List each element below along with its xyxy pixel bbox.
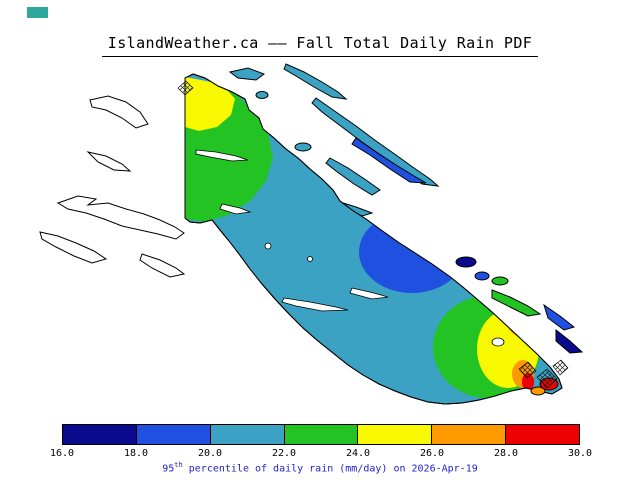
lake-north xyxy=(195,149,249,162)
colorbar-segment xyxy=(358,425,433,444)
contour-south-red-upper xyxy=(521,325,533,335)
colorbar-segment xyxy=(432,425,507,444)
corner-color-swatch xyxy=(27,7,48,18)
gulf-islet-green xyxy=(491,276,509,286)
west-coast-outline-group xyxy=(39,95,186,278)
lake-south xyxy=(491,337,505,347)
colorbar-segment xyxy=(136,425,211,444)
colorbar xyxy=(62,424,580,445)
coastal-islet-navy xyxy=(455,256,477,268)
colorbar-tick-label: 28.0 xyxy=(493,448,519,459)
contour-north-yellow xyxy=(185,77,235,131)
tip-islet-orange xyxy=(530,386,546,396)
figure-title-text: IslandWeather.ca —— Fall Total Daily Rai… xyxy=(101,34,539,57)
colorbar-ticks: 16.0 18.0 20.0 22.0 24.0 26.0 28.0 30.0 xyxy=(50,448,592,461)
mainland-islet-small xyxy=(228,67,266,81)
colorbar-tick-label: 22.0 xyxy=(271,448,297,459)
lake-dot-1 xyxy=(264,242,272,250)
colorbar-tick-label: 16.0 xyxy=(49,448,75,459)
gulf-island-navy xyxy=(555,328,584,354)
colorbar-segment xyxy=(63,425,137,444)
hatch-marks-group xyxy=(177,80,569,389)
caption-superscript: th xyxy=(174,461,183,469)
mainland-strip-upper xyxy=(283,63,348,100)
lake-central-long xyxy=(281,297,349,312)
colorbar-tick-label: 20.0 xyxy=(197,448,223,459)
colorbar-caption: 95th percentile of daily rain (mm/day) o… xyxy=(0,461,640,474)
colorbar-segment xyxy=(284,425,359,444)
strait-islet-2 xyxy=(255,91,269,99)
west-peninsula-large xyxy=(56,195,185,240)
gulf-island-green xyxy=(491,289,542,317)
contour-south-red-lower xyxy=(522,373,534,391)
west-spit xyxy=(139,253,186,278)
colorbar-tick-label: 24.0 xyxy=(345,448,371,459)
hatch-diamond-south-2 xyxy=(536,368,558,389)
vancouver-island-outline xyxy=(184,73,563,405)
lake-mid-upper xyxy=(219,203,252,215)
lake-dot-2 xyxy=(307,256,313,262)
strait-islet-1 xyxy=(294,142,312,152)
gulf-islands-group xyxy=(491,276,584,396)
colorbar-segment xyxy=(506,425,580,444)
contour-east-blue xyxy=(359,211,465,293)
colorbar-tick-label: 30.0 xyxy=(567,448,593,459)
west-hook-upper xyxy=(89,95,149,129)
hatch-diamond-north xyxy=(177,80,194,96)
west-islet-mid xyxy=(86,151,132,172)
colorbar-tick-label: 18.0 xyxy=(123,448,149,459)
figure-title: IslandWeather.ca —— Fall Total Daily Rai… xyxy=(0,34,640,57)
strait-island-texada xyxy=(325,157,381,196)
colorbar-segment xyxy=(210,425,285,444)
mainland-coast-group xyxy=(228,63,490,281)
hatch-diamond-south-3 xyxy=(552,359,569,376)
hatch-diamond-south-1 xyxy=(518,361,537,379)
caption-base: 95 xyxy=(162,463,175,475)
coastal-islet-blue xyxy=(474,271,490,281)
mainland-strip-blue xyxy=(351,137,427,184)
lake-central-short xyxy=(349,287,389,300)
caption-rest: percentile of daily rain (mm/day) on 202… xyxy=(182,463,478,475)
lakes-group xyxy=(195,149,505,347)
west-peninsula-lower xyxy=(39,231,108,264)
gulf-island-blue xyxy=(543,303,576,331)
mainland-strip-long xyxy=(311,97,440,187)
colorbar-tick-label: 26.0 xyxy=(419,448,445,459)
